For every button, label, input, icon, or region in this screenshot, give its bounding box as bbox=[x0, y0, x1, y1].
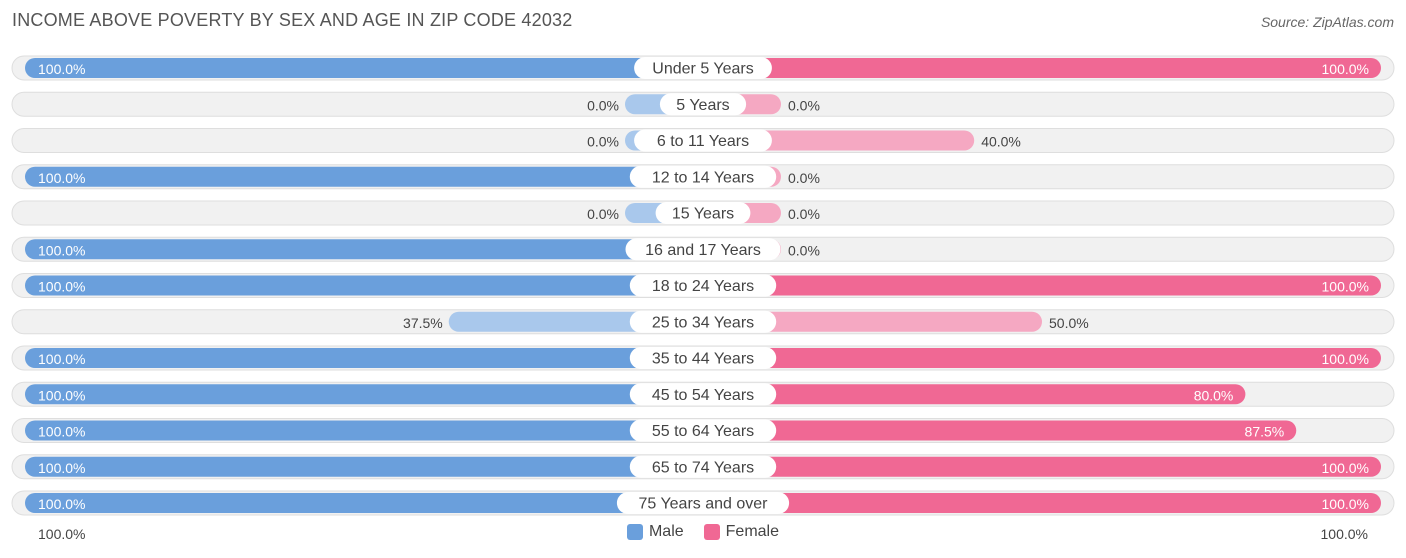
female-value-label: 100.0% bbox=[1322, 279, 1369, 295]
male-bar bbox=[25, 348, 703, 368]
category-pill bbox=[629, 165, 777, 188]
legend-item-male: Male bbox=[626, 523, 684, 541]
female-bar bbox=[703, 130, 975, 151]
legend-item-female: Female bbox=[703, 523, 780, 541]
male-value-label: 100.0% bbox=[38, 170, 85, 186]
axis-right-label: 100.0% bbox=[1320, 526, 1368, 542]
category-pill bbox=[629, 383, 777, 406]
female-value-label: 40.0% bbox=[981, 134, 1021, 150]
female-value-label: 50.0% bbox=[1049, 315, 1089, 331]
male-value-label: 100.0% bbox=[38, 61, 85, 77]
male-bar bbox=[25, 58, 703, 78]
female-swatch bbox=[703, 524, 720, 540]
diverging-bar-chart: Under 5 Years 100.0% 100.0% 5 Years 0.0% 0.0%… bbox=[11, 55, 1395, 516]
category-pill bbox=[634, 57, 772, 79]
chart-title: INCOME ABOVE POVERTY BY SEX AND AGE IN Z… bbox=[12, 10, 573, 30]
category-label: 5 Years bbox=[676, 97, 729, 114]
male-value-label: 0.0% bbox=[587, 134, 619, 150]
category-pill bbox=[655, 202, 751, 224]
female-bar bbox=[703, 311, 1042, 332]
male-value-label: 0.0% bbox=[587, 97, 619, 113]
category-label: 18 to 24 Years bbox=[652, 278, 754, 295]
category-label: 15 Years bbox=[672, 206, 734, 223]
male-value-label: 100.0% bbox=[38, 460, 85, 476]
male-swatch bbox=[626, 524, 643, 540]
male-value-label: 100.0% bbox=[38, 279, 85, 295]
female-value-label: 100.0% bbox=[1322, 496, 1369, 512]
category-label: 6 to 11 Years bbox=[657, 133, 749, 150]
category-label: 25 to 34 Years bbox=[652, 314, 754, 331]
male-bar bbox=[25, 493, 703, 513]
male-bar bbox=[25, 420, 703, 441]
category-pill bbox=[616, 492, 790, 514]
female-bar bbox=[703, 58, 1381, 78]
female-bar bbox=[703, 456, 1381, 477]
female-bar bbox=[703, 384, 1246, 405]
category-pill bbox=[659, 93, 747, 116]
legend-label-male: Male bbox=[648, 523, 684, 540]
female-value-label: 100.0% bbox=[1322, 351, 1369, 367]
male-value-label: 37.5% bbox=[403, 315, 443, 331]
category-label: 65 to 74 Years bbox=[652, 459, 754, 476]
female-bar bbox=[703, 493, 1381, 513]
category-label: 12 to 14 Years bbox=[652, 169, 754, 186]
male-bar bbox=[25, 239, 703, 260]
category-label: 16 and 17 Years bbox=[645, 242, 761, 259]
female-bar bbox=[703, 420, 1297, 441]
male-value-label: 100.0% bbox=[38, 242, 85, 258]
male-value-label: 0.0% bbox=[587, 206, 619, 222]
category-pill bbox=[634, 129, 772, 152]
category-pill bbox=[625, 238, 781, 261]
category-label: 35 to 44 Years bbox=[652, 351, 754, 368]
male-bar bbox=[25, 456, 703, 477]
female-bar bbox=[703, 348, 1381, 368]
category-pill bbox=[629, 419, 777, 442]
female-value-label: 0.0% bbox=[788, 206, 820, 222]
female-value-label: 0.0% bbox=[788, 170, 820, 186]
female-value-label: 87.5% bbox=[1245, 424, 1285, 440]
category-label: Under 5 Years bbox=[652, 61, 753, 78]
source-label: Source: ZipAtlas.com bbox=[1260, 14, 1394, 30]
male-bar bbox=[25, 166, 703, 187]
legend: Male Female bbox=[0, 523, 1406, 541]
female-value-label: 100.0% bbox=[1322, 61, 1369, 77]
category-pill bbox=[629, 274, 777, 297]
male-value-label: 100.0% bbox=[38, 424, 85, 440]
axis-left-label: 100.0% bbox=[38, 526, 86, 542]
female-value-label: 80.0% bbox=[1194, 387, 1234, 403]
male-value-label: 100.0% bbox=[38, 496, 85, 512]
male-bar bbox=[25, 275, 703, 296]
female-value-label: 0.0% bbox=[788, 242, 820, 258]
female-value-label: 0.0% bbox=[788, 97, 820, 113]
male-value-label: 100.0% bbox=[38, 351, 85, 367]
legend-label-female: Female bbox=[725, 523, 780, 540]
category-pill bbox=[629, 347, 777, 369]
category-label: 75 Years and over bbox=[639, 496, 769, 513]
female-value-label: 100.0% bbox=[1322, 460, 1369, 476]
category-pill bbox=[629, 455, 777, 478]
category-label: 55 to 64 Years bbox=[652, 423, 754, 440]
category-pill bbox=[629, 310, 777, 333]
male-bar bbox=[25, 384, 703, 405]
category-label: 45 to 54 Years bbox=[652, 387, 754, 404]
female-bar bbox=[703, 275, 1381, 296]
male-value-label: 100.0% bbox=[38, 387, 85, 403]
